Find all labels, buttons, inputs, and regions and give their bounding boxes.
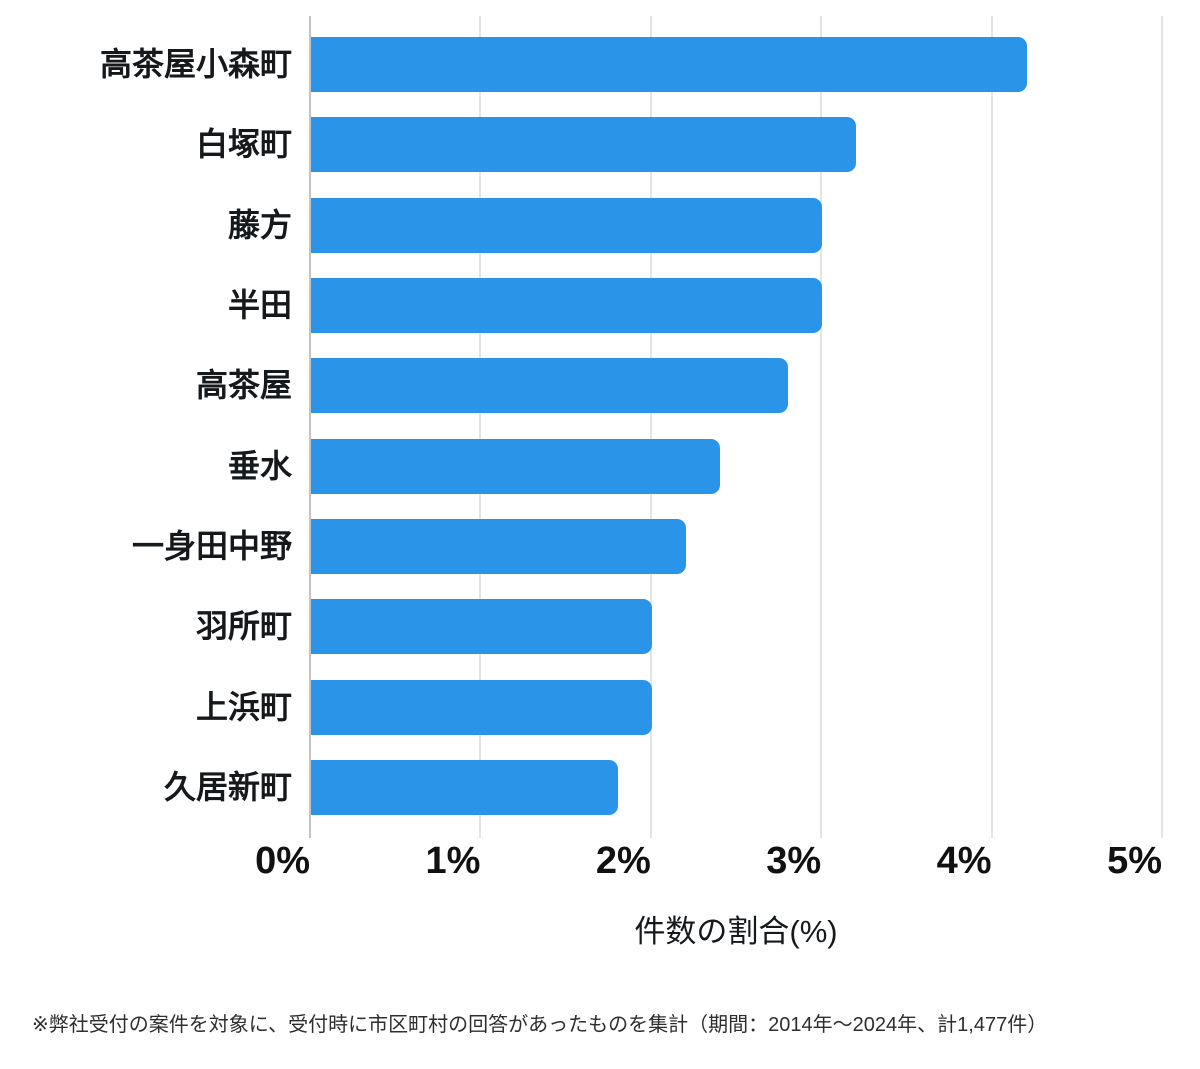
bar [311, 599, 652, 655]
category-label: 白塚町 [195, 126, 292, 163]
category-label: 一身田中野 [131, 527, 292, 564]
bar [311, 37, 1027, 92]
x-tick-label: 3% [766, 840, 822, 882]
footnote: ※弊社受付の案件を対象に、受付時に市区町村の回答があったものを集計（期間：201… [32, 1014, 1048, 1036]
bar [311, 759, 618, 815]
bar [311, 277, 823, 333]
bar [311, 358, 789, 414]
bar [311, 679, 652, 735]
category-label: 高茶屋 [195, 367, 292, 404]
bar [311, 438, 720, 494]
y-axis-line [309, 16, 311, 838]
x-gridline [479, 16, 482, 838]
bar [311, 197, 823, 253]
x-tick-label: 0% [255, 840, 310, 882]
category-label: 高茶屋小森町 [99, 46, 292, 82]
category-label: 羽所町 [195, 608, 292, 645]
category-label: 半田 [227, 286, 292, 323]
x-tick-label: 1% [425, 840, 481, 882]
x-tick-label: 2% [595, 840, 651, 882]
x-axis-title: 件数の割合(%) [634, 914, 838, 949]
x-gridline [820, 16, 823, 838]
bar [311, 117, 857, 173]
x-tick-label: 5% [1107, 840, 1162, 882]
x-gridline [1161, 16, 1163, 838]
category-label: 上浜町 [195, 688, 292, 725]
category-label: 垂水 [227, 447, 292, 484]
plot-area [309, 16, 1163, 838]
category-label: 藤方 [227, 206, 292, 243]
x-gridline [990, 16, 993, 838]
category-label: 久居新町 [163, 768, 292, 805]
x-tick-label: 4% [936, 840, 992, 882]
bar [311, 518, 686, 574]
x-gridline [649, 16, 652, 838]
